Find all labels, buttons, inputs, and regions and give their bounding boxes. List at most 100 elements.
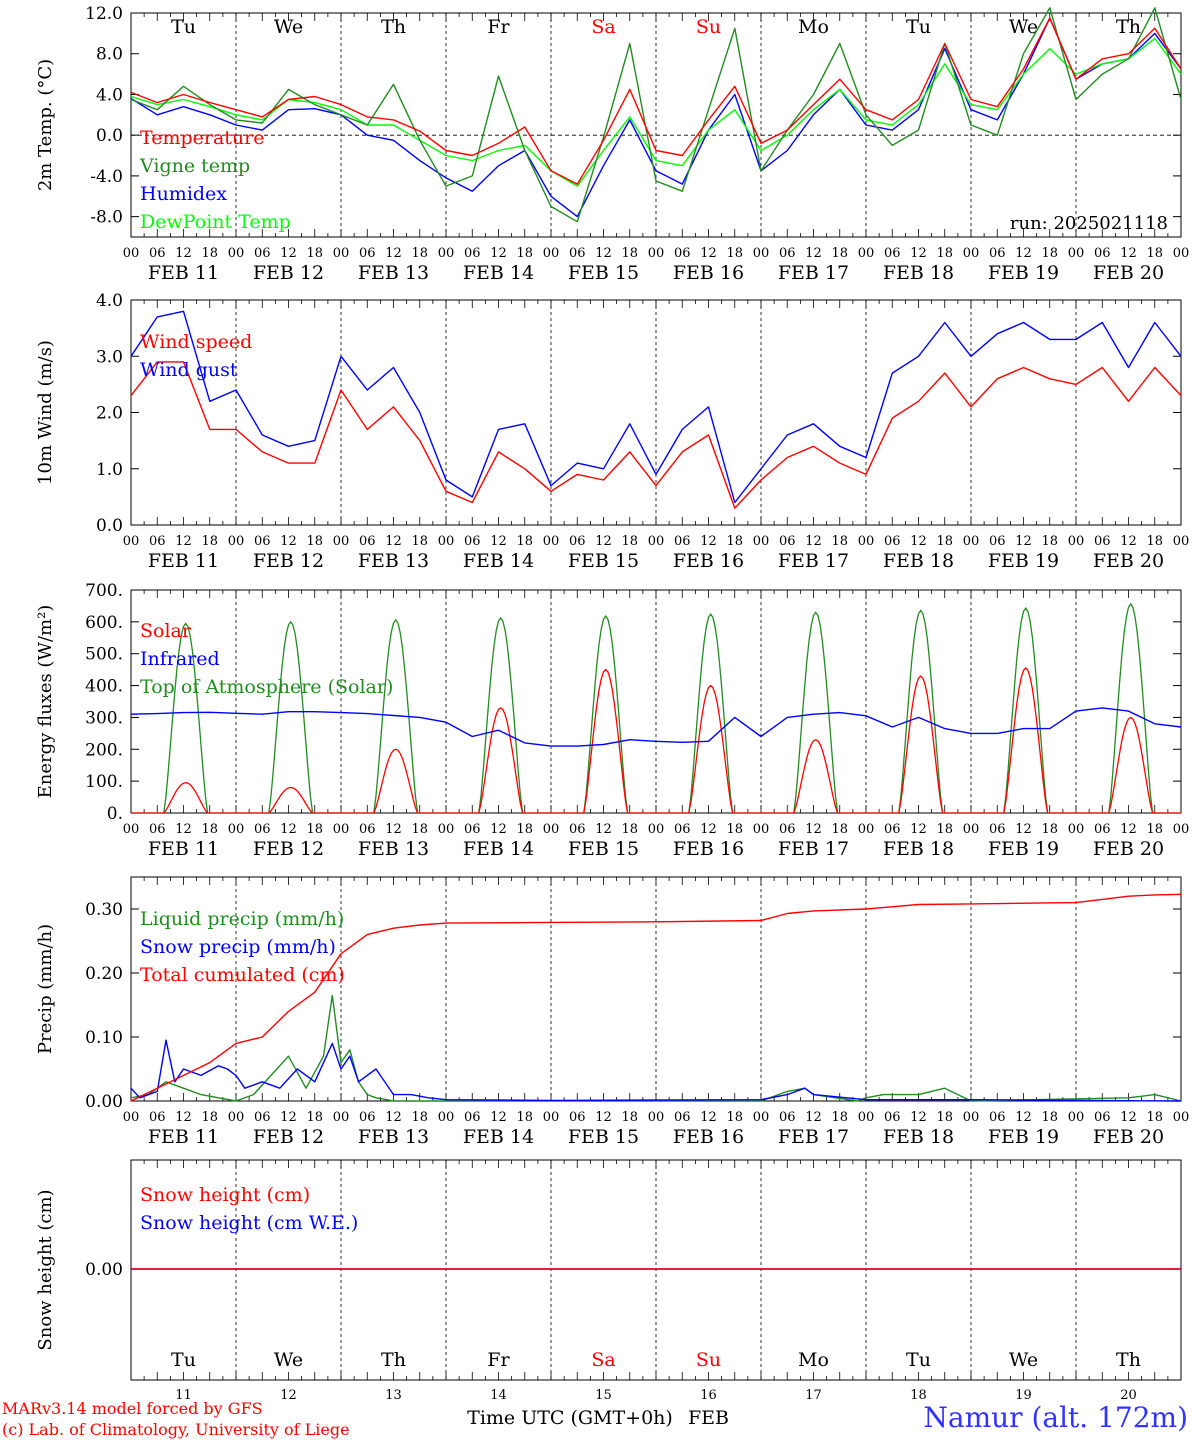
hour-tick-label: 12 bbox=[490, 534, 507, 549]
date-label: FEB 15 bbox=[568, 262, 639, 284]
legend-temperature: Temperature bbox=[140, 127, 264, 149]
weekday-label: Fr bbox=[487, 16, 510, 38]
panel-3-frame: 00 06 12 18 00 06 12 18 00 06 12 18 00 06 12 18 00 06 12 18… bbox=[123, 589, 1190, 860]
hour-tick-label: 06 bbox=[569, 246, 586, 261]
y-tick-label: 0.0 bbox=[96, 516, 123, 536]
legend-snow-height-cm-w-e: Snow height (cm W.E.) bbox=[140, 1212, 358, 1234]
x-axis-label: Time UTC (GMT+0h) bbox=[467, 1407, 673, 1429]
panel-2-frame: 00 06 12 18 00 06 12 18 00 06 12 18 00 06 12 18 00 06 12 18… bbox=[123, 299, 1189, 572]
y-tick-label: 0.20 bbox=[85, 964, 123, 984]
hour-tick-label: 12 bbox=[175, 822, 192, 837]
hour-tick-label: 18 bbox=[411, 1110, 428, 1125]
hour-tick-label: 06 bbox=[1094, 246, 1111, 261]
hour-tick-label: 12 bbox=[385, 1110, 402, 1125]
panel-4-frame: 00 06 12 18 00 06 12 18 00 06 12 18 00 06 12 18 00 06 12 18… bbox=[123, 876, 1190, 1148]
date-label: FEB 18 bbox=[883, 1126, 954, 1148]
hour-tick-label: 06 bbox=[254, 1110, 271, 1125]
lab-credit: (c) Lab. of Climatology, University of L… bbox=[2, 1420, 350, 1439]
date-label: FEB 15 bbox=[568, 1126, 639, 1148]
date-label: FEB 12 bbox=[253, 550, 324, 572]
weekday-label: Sa bbox=[591, 16, 615, 38]
hour-tick-label: 12 bbox=[490, 1110, 507, 1125]
hour-tick-label: 00 bbox=[648, 246, 665, 261]
hour-tick-label: 06 bbox=[464, 822, 481, 837]
hour-tick-label: 12 bbox=[910, 246, 927, 261]
series-snow-precip-mm-h-line bbox=[130, 1039, 1182, 1102]
date-label: FEB 19 bbox=[988, 1126, 1059, 1148]
hour-tick-label: 00 bbox=[543, 822, 560, 837]
date-label: FEB 12 bbox=[253, 838, 324, 860]
date-label: FEB 16 bbox=[673, 838, 744, 860]
date-label: FEB 16 bbox=[673, 550, 744, 572]
date-label: FEB 12 bbox=[253, 1126, 324, 1148]
weekday-label: We bbox=[1009, 16, 1038, 38]
hour-tick-label: 18 bbox=[726, 822, 743, 837]
series-total-cumulated-cm-line bbox=[130, 893, 1182, 1102]
hour-tick-label: 06 bbox=[989, 1110, 1006, 1125]
date-label: FEB 19 bbox=[988, 550, 1059, 572]
date-label: FEB 11 bbox=[148, 1126, 219, 1148]
hour-tick-label: 00 bbox=[1173, 246, 1190, 261]
y-tick-label: 3.0 bbox=[96, 347, 123, 367]
hour-tick-label: 06 bbox=[569, 822, 586, 837]
hour-tick-label: 00 bbox=[963, 246, 980, 261]
hour-tick-label: 00 bbox=[123, 822, 140, 837]
series-wind-gust-line bbox=[130, 310, 1182, 504]
hour-tick-label: 12 bbox=[1015, 246, 1032, 261]
panel-border bbox=[130, 12, 1182, 238]
hour-tick-label: 18 bbox=[306, 534, 323, 549]
hour-tick-label: 18 bbox=[1041, 822, 1058, 837]
hour-tick-label: 06 bbox=[359, 246, 376, 261]
hour-tick-label: 12 bbox=[910, 822, 927, 837]
day-number-label: 15 bbox=[595, 1388, 612, 1403]
hour-tick-label: 18 bbox=[621, 822, 638, 837]
hour-tick-label: 00 bbox=[1173, 1110, 1190, 1125]
hour-tick-label: 06 bbox=[884, 822, 901, 837]
series-temperature-line bbox=[130, 17, 1182, 185]
day-number-label: 19 bbox=[1015, 1388, 1032, 1403]
hour-tick-label: 00 bbox=[123, 534, 140, 549]
weekday-label: We bbox=[274, 1349, 303, 1371]
date-label: FEB 14 bbox=[463, 838, 534, 860]
legend-wind-speed: Wind speed bbox=[140, 331, 252, 353]
y-tick-label: 500. bbox=[85, 645, 123, 665]
hour-tick-label: 00 bbox=[438, 246, 455, 261]
hour-tick-label: 06 bbox=[779, 822, 796, 837]
y-tick-label: 0.10 bbox=[85, 1028, 123, 1048]
hour-tick-label: 12 bbox=[490, 246, 507, 261]
hour-tick-label: 12 bbox=[700, 1110, 717, 1125]
y-tick-label: 2.0 bbox=[96, 404, 123, 424]
hour-tick-label: 06 bbox=[359, 534, 376, 549]
hour-tick-label: 00 bbox=[543, 1110, 560, 1125]
hour-tick-label: 00 bbox=[228, 246, 245, 261]
hour-tick-label: 00 bbox=[1173, 822, 1190, 837]
hour-tick-label: 18 bbox=[831, 822, 848, 837]
weekday-label: Su bbox=[696, 16, 721, 38]
hour-tick-label: 00 bbox=[858, 822, 875, 837]
hour-tick-label: 00 bbox=[753, 822, 770, 837]
hour-tick-label: 12 bbox=[385, 534, 402, 549]
hour-tick-label: 00 bbox=[753, 1110, 770, 1125]
day-number-label: 14 bbox=[490, 1388, 507, 1403]
date-label: FEB 20 bbox=[1093, 550, 1164, 572]
y-tick-label: 8.0 bbox=[96, 45, 123, 65]
y-tick-label: -4.0 bbox=[90, 167, 123, 187]
date-label: FEB 18 bbox=[883, 262, 954, 284]
hour-tick-label: 12 bbox=[1015, 822, 1032, 837]
date-label: FEB 17 bbox=[778, 262, 849, 284]
hour-tick-label: 12 bbox=[595, 822, 612, 837]
y-tick-label: 100. bbox=[85, 772, 123, 792]
hour-tick-label: 00 bbox=[123, 1110, 140, 1125]
hour-tick-label: 00 bbox=[1068, 1110, 1085, 1125]
weekday-label: We bbox=[1009, 1349, 1038, 1371]
hour-tick-label: 18 bbox=[306, 246, 323, 261]
hour-tick-label: 00 bbox=[963, 1110, 980, 1125]
hour-tick-label: 00 bbox=[648, 534, 665, 549]
date-label: FEB 17 bbox=[778, 838, 849, 860]
hour-tick-label: 06 bbox=[989, 822, 1006, 837]
legend-snow-height-cm: Snow height (cm) bbox=[140, 1184, 310, 1206]
hour-tick-label: 18 bbox=[201, 822, 218, 837]
y-axis-label: Precip (mm/h) bbox=[35, 924, 56, 1054]
hour-tick-label: 12 bbox=[1015, 1110, 1032, 1125]
hour-tick-label: 18 bbox=[936, 822, 953, 837]
